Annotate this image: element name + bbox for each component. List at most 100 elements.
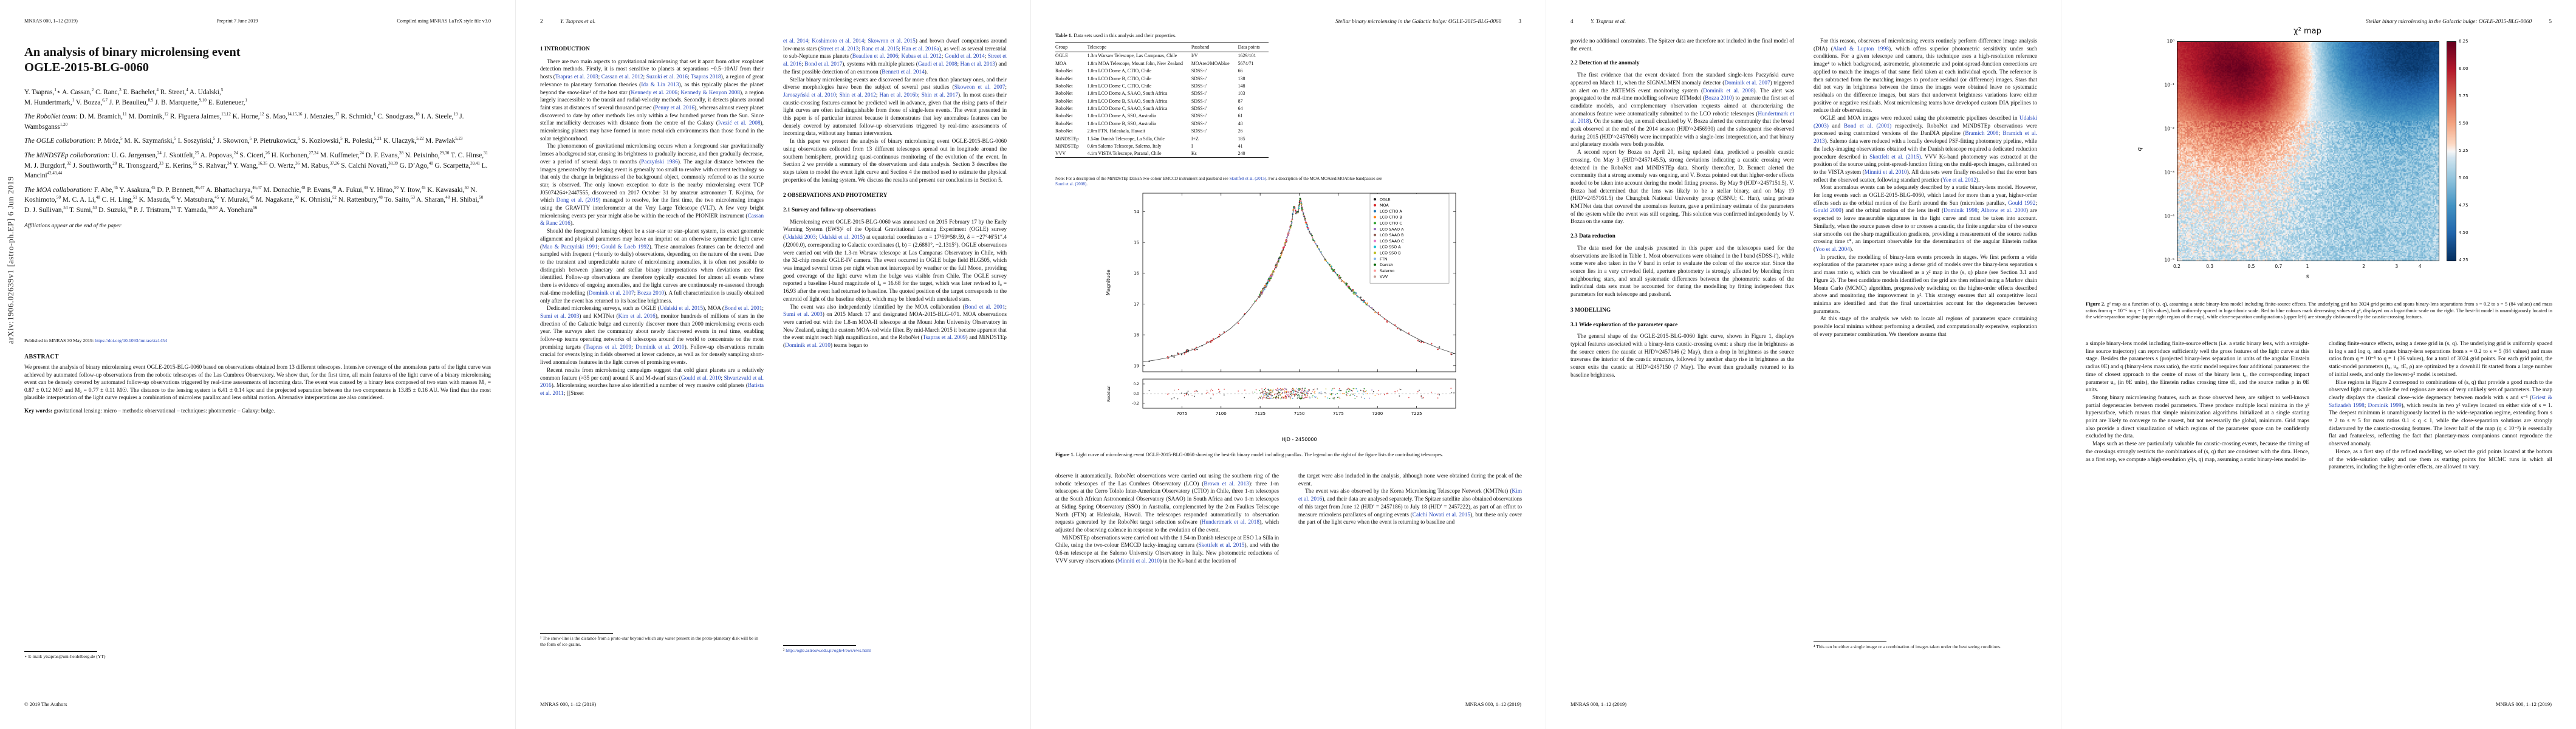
journal-footer: MNRAS 000, 1–12 (2019): [1571, 701, 1627, 707]
svg-text:7175: 7175: [1333, 411, 1344, 416]
citation[interactable]: Minniti et al. 2010: [1117, 558, 1160, 564]
citation[interactable]: Cassan & Ranc 2016: [540, 213, 764, 227]
arxiv-stamp: arXiv:1906.02639v1 [astro-ph.EP] 6 Jun 2…: [6, 176, 15, 344]
citation[interactable]: Tsapras 2018: [690, 74, 721, 81]
author-block: Y. Tsapras,1⋆ A. Cassan,2 C. Ranc,3 E. B…: [24, 87, 491, 231]
svg-text:Danish: Danish: [1380, 262, 1393, 267]
table-cell: 2.0m FTN, Haleakala, Hawaii: [1087, 128, 1145, 134]
citation[interactable]: Gould 2000: [1814, 208, 1841, 214]
citation[interactable]: Skottfelt et al. (2015): [1229, 176, 1267, 181]
citation[interactable]: Dong et al. (2019): [556, 197, 601, 204]
citation[interactable]: Sumi et al. (2008): [1055, 182, 1087, 187]
citation[interactable]: et al. 2014: [783, 38, 809, 44]
citation[interactable]: Koshimoto et al. 2014: [812, 38, 865, 44]
citation[interactable]: Penny et al. 2016: [655, 104, 695, 111]
citation[interactable]: Jaroszyński et al. 2010: [783, 92, 836, 98]
paragraph: Blue regions in Figure 2 correspond to c…: [2329, 379, 2552, 448]
citation[interactable]: Gould et al. 2010: [680, 375, 721, 382]
doi-link[interactable]: https://doi.org/10.1093/mnras/stz1454: [95, 338, 168, 343]
citation[interactable]: Yee et al. 2012: [1942, 177, 1976, 183]
citation[interactable]: Dominik et al. 2007: [1724, 80, 1770, 86]
citation[interactable]: Griest & Safizadeh 1998: [2329, 394, 2552, 409]
citation[interactable]: Street et al. 2016: [783, 53, 1007, 68]
citation[interactable]: Ida & Lin 2013: [641, 81, 679, 88]
citation[interactable]: Bond et al. 2017: [804, 61, 843, 68]
text-column-right: et al. 2014; Koshimoto et al. 2014; Skow…: [783, 38, 1007, 628]
citation[interactable]: Ivezić et al. 2008: [718, 120, 761, 127]
citation[interactable]: Kim et al. 2016: [618, 313, 656, 320]
y-tick-label: 10⁰: [2167, 38, 2174, 44]
citation[interactable]: Albrow et al. 2000: [1981, 208, 2026, 214]
citation[interactable]: Udalski et al. 2015: [819, 234, 863, 241]
citation[interactable]: Gould & Loeb 1992: [601, 244, 649, 250]
citation[interactable]: Gaudi et al. 2008: [917, 61, 957, 68]
citation[interactable]: Kennedy & Kenyon 2008: [680, 89, 740, 96]
citation[interactable]: Minniti et al. 2010: [1864, 169, 1907, 176]
citation[interactable]: Dominik et al. 2007: [588, 290, 634, 296]
section-heading: 3 MODELLING: [1571, 307, 1611, 313]
citation[interactable]: Tsapras et al. 2009: [922, 335, 966, 341]
citation[interactable]: Hundertmark et al. 2018: [1201, 519, 1260, 526]
citation[interactable]: Street et al. 2013: [820, 46, 859, 52]
citation[interactable]: Yoo et al. 2004: [1815, 246, 1850, 253]
citation[interactable]: Gould et al. 2014: [944, 53, 985, 60]
citation[interactable]: Batista et al. 2011: [540, 383, 764, 397]
citation[interactable]: Shvartzvald et al. 2016: [540, 375, 764, 389]
citation[interactable]: Bozza 2010: [637, 290, 665, 296]
citation[interactable]: Mao & Paczyński 1991: [542, 244, 598, 250]
citation[interactable]: Dominik et al. 2008: [1703, 87, 1754, 94]
table-cell: 1.0m LCO Dome A, SAAO, South Africa: [1087, 91, 1168, 97]
citation[interactable]: Brown et al. 2013: [1204, 481, 1249, 487]
text-column-right: cluding finite-source effects, using a d…: [2329, 340, 2552, 661]
collaboration-group: The OGLE collaboration: P. Mróz,5 M. K. …: [24, 136, 463, 145]
citation[interactable]: Dominik et al. 2010: [785, 343, 831, 349]
citation[interactable]: Udalski et al. 2015: [659, 306, 704, 312]
citation[interactable]: http://ogle.astrouw.edu.pl/ogle4/ews/ews…: [786, 648, 871, 653]
citation[interactable]: Shin et al. 2017: [921, 92, 959, 98]
citation[interactable]: Beaulieu et al. 2006: [852, 53, 899, 60]
citation[interactable]: Bennett et al. 2014: [882, 69, 925, 75]
citation[interactable]: Bramich 2008: [1965, 131, 1999, 137]
citation[interactable]: Dominik 1999: [2368, 402, 2402, 409]
citation[interactable]: Han et al. 2016a: [902, 46, 939, 52]
citation[interactable]: Dominik 1998: [1944, 208, 1978, 214]
svg-text:7200: 7200: [1372, 411, 1383, 416]
citation[interactable]: Bramich et al. 2013: [1814, 131, 2037, 145]
citation[interactable]: Ranc et al. 2015: [862, 46, 899, 52]
citation[interactable]: Sumi et al. 2003: [783, 312, 823, 318]
citation[interactable]: Hundertmark et al. 2018: [1571, 111, 1794, 125]
citation[interactable]: Kubas et al. 2012: [901, 53, 942, 60]
citation[interactable]: Tsapras et al. 2003: [555, 74, 598, 81]
paragraph: The event was also observed by the Korea…: [1298, 488, 1522, 526]
citation[interactable]: Han et al. 2013: [960, 61, 995, 68]
citation[interactable]: Paczyński 1986: [641, 159, 678, 165]
citation[interactable]: Skottfelt et al. (2015): [1869, 154, 1921, 160]
citation[interactable]: Bond et al. 2001: [964, 304, 1005, 310]
citation[interactable]: Suzuki et al. 2016: [646, 74, 688, 81]
citation[interactable]: Skowron et al. 2015: [868, 38, 916, 44]
citation[interactable]: Skowron et al. 2007: [954, 84, 1005, 91]
table-cell: I: [1191, 143, 1193, 149]
citation[interactable]: Calchi Novati et al. 2015: [1412, 512, 1471, 518]
footnote-url[interactable]: ² http://ogle.astrouw.edu.pl/ogle4/ews/e…: [783, 648, 871, 653]
citation[interactable]: Sumi et al. 2003: [540, 313, 580, 320]
citation[interactable]: Cassan et al. 2012: [601, 74, 643, 81]
table-row: RoboNet 1.0m LCO Dome B, SSO, Australia SD…: [1055, 120, 1269, 127]
citation[interactable]: Kim et al. 2016: [1298, 488, 1522, 503]
paragraph: Maps such as these are particularly valu…: [2086, 441, 2309, 463]
citation[interactable]: Gould 1992: [2008, 200, 2036, 207]
citation[interactable]: Udalski 2003: [785, 234, 816, 241]
citation[interactable]: Skottfelt et al. 2015: [1198, 542, 1245, 549]
group-lead: The MiNDSTEp collaboration:: [24, 151, 110, 159]
citation[interactable]: Bozza 2010: [1705, 95, 1732, 102]
citation[interactable]: Dominik et al. 2010: [635, 344, 685, 351]
citation[interactable]: Shin et al. 2012: [839, 92, 876, 98]
citation[interactable]: Tsapras et al. 2009: [585, 344, 632, 351]
citation[interactable]: Bond et al. (2001): [1843, 123, 1892, 129]
text-column-left: 1 INTRODUCTION There are two main aspects…: [540, 38, 764, 628]
citation[interactable]: Alard & Lupton 1998: [1832, 46, 1889, 52]
citation[interactable]: Han et al. 2016b: [879, 92, 919, 98]
citation[interactable]: Kennedy et al. 2006: [631, 89, 677, 96]
citation[interactable]: Bond et al. 2001: [724, 306, 762, 312]
citation[interactable]: Udalski (2003): [1814, 115, 2037, 129]
